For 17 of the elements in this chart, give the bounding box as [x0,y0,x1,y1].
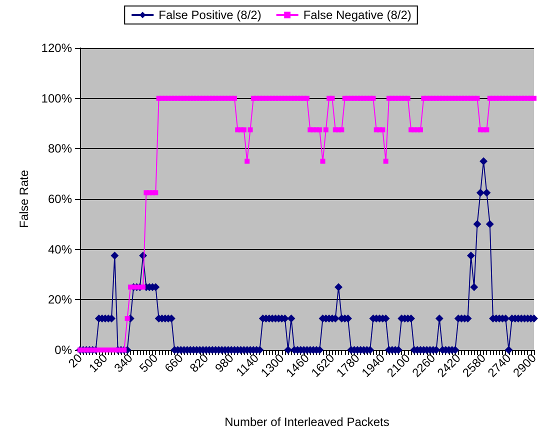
y-tick-label: 60% [48,192,72,206]
x-tick-label: 980 [212,350,237,376]
x-tick-label: 500 [136,350,161,376]
x-tick-label: 340 [111,350,136,376]
legend-label: False Negative (8/2) [303,8,412,22]
y-tick-label: 120% [41,41,72,55]
y-axis-title: False Rate [17,170,31,228]
x-tick-label: 820 [187,350,212,376]
x-tick-label: 660 [162,350,186,376]
y-tick-label: 40% [48,242,72,256]
x-axis-title: Number of Interleaved Packets [224,415,390,429]
y-tick-label: 20% [48,292,72,307]
x-tick-label: 180 [86,350,110,376]
legend-label: False Positive (8/2) [158,8,262,22]
y-tick-label: 100% [41,91,72,106]
y-tick-label: 80% [48,142,72,156]
y-tick-label: 0% [54,343,72,357]
